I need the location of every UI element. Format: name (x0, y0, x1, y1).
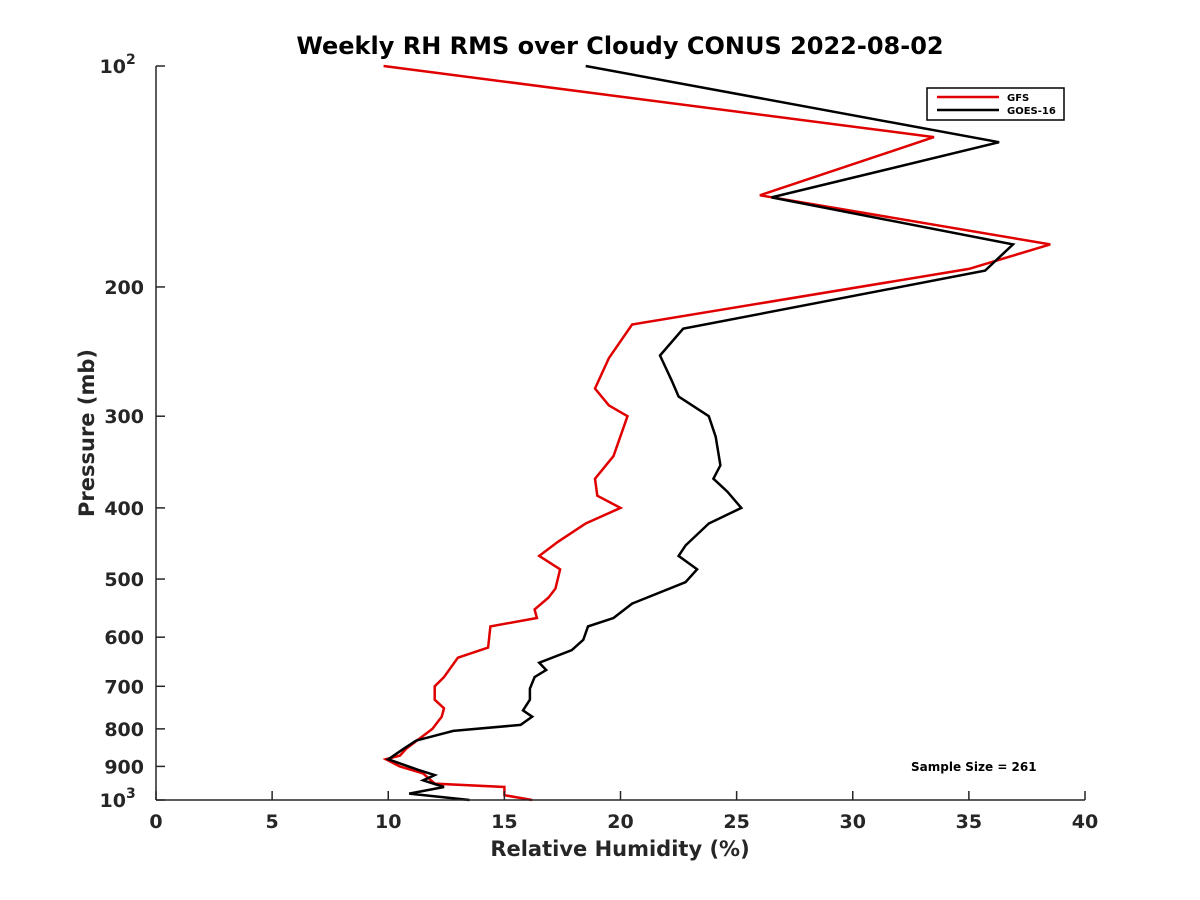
y-tick-label: 200 (104, 277, 144, 299)
legend-label: GOES-16 (1007, 106, 1056, 117)
y-tick-label: 10 (100, 790, 126, 812)
y-tick-label: 10 (100, 56, 126, 78)
x-tick-label: 35 (956, 811, 982, 833)
series-line-gfs (384, 66, 1051, 800)
x-tick-label: 5 (266, 811, 279, 833)
y-tick-label: 700 (104, 676, 144, 698)
legend: GFS GOES-16 (927, 88, 1064, 120)
x-tick-label: 25 (723, 811, 749, 833)
x-tick-label: 40 (1072, 811, 1098, 833)
chart-title: Weekly RH RMS over Cloudy CONUS 2022-08-… (296, 32, 943, 60)
y-tick-exponent: 3 (126, 786, 136, 802)
series-line-goes-16 (388, 66, 1013, 800)
sample-size-annotation: Sample Size = 261 (911, 760, 1037, 774)
x-tick-label: 20 (607, 811, 633, 833)
x-tick-label: 30 (840, 811, 866, 833)
x-axis: 0 5 10 15 20 25 30 35 40 (149, 791, 1098, 833)
plot-area (384, 66, 1051, 800)
y-axis-label: Pressure (mb) (75, 349, 99, 517)
x-tick-label: 0 (149, 811, 162, 833)
chart: Weekly RH RMS over Cloudy CONUS 2022-08-… (0, 0, 1200, 900)
y-tick-label: 400 (104, 498, 144, 520)
y-tick-label: 800 (104, 719, 144, 741)
y-tick-label: 600 (104, 627, 144, 649)
x-axis-label: Relative Humidity (%) (490, 837, 749, 861)
x-tick-label: 10 (375, 811, 401, 833)
x-tick-label: 15 (491, 811, 517, 833)
y-tick-label: 500 (104, 569, 144, 591)
legend-label: GFS (1007, 93, 1029, 104)
y-tick-label: 300 (104, 406, 144, 428)
y-tick-label: 900 (104, 756, 144, 778)
y-tick-exponent: 2 (126, 52, 136, 68)
